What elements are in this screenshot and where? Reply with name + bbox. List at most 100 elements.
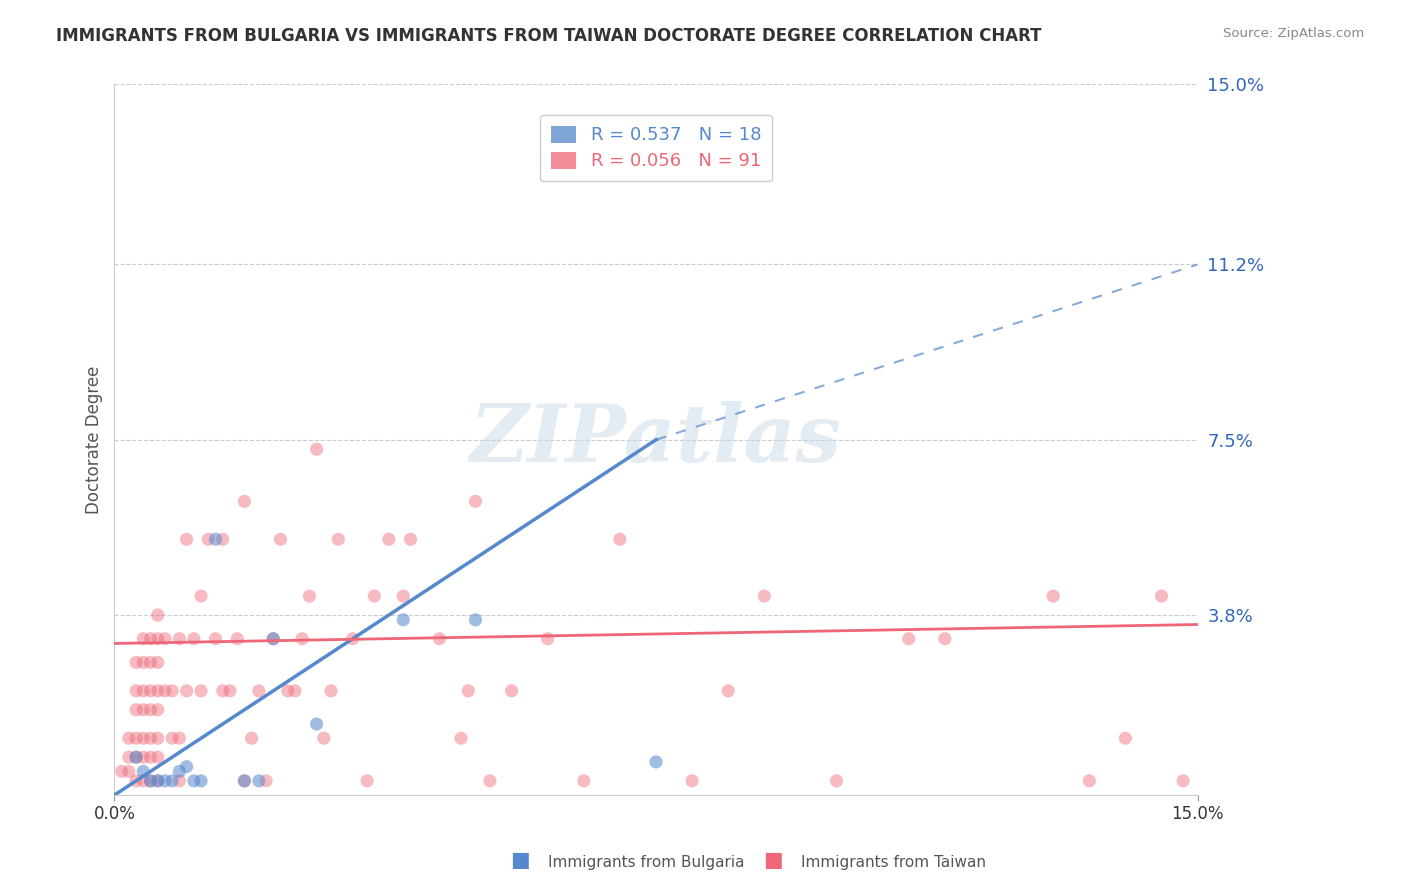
Point	[146, 656, 169, 670]
Point	[1078, 773, 1101, 788]
Point	[197, 533, 219, 547]
Point	[262, 632, 284, 646]
Text: ■: ■	[763, 850, 783, 870]
Point	[190, 683, 212, 698]
Point	[645, 755, 668, 769]
Point	[356, 773, 378, 788]
Point	[146, 773, 169, 788]
Point	[262, 632, 284, 646]
Point	[342, 632, 364, 646]
Point	[146, 703, 169, 717]
Point	[139, 773, 162, 788]
Point	[305, 717, 328, 731]
Point	[291, 632, 314, 646]
Point	[609, 533, 631, 547]
Text: Source: ZipAtlas.com: Source: ZipAtlas.com	[1223, 27, 1364, 40]
Text: ■: ■	[510, 850, 530, 870]
Point	[139, 703, 162, 717]
Point	[132, 656, 155, 670]
Point	[153, 683, 176, 698]
Point	[139, 750, 162, 764]
Point	[204, 632, 226, 646]
Point	[125, 683, 148, 698]
Point	[284, 683, 307, 698]
Point	[125, 731, 148, 746]
Point	[139, 656, 162, 670]
Point	[450, 731, 472, 746]
Point	[270, 533, 292, 547]
Point	[118, 750, 141, 764]
Point	[125, 703, 148, 717]
Point	[305, 442, 328, 457]
Point	[146, 773, 169, 788]
Point	[464, 494, 486, 508]
Point	[146, 632, 169, 646]
Point	[457, 683, 479, 698]
Point	[219, 683, 242, 698]
Point	[169, 764, 191, 779]
Point	[298, 589, 321, 603]
Point	[146, 683, 169, 698]
Point	[139, 773, 162, 788]
Point	[176, 759, 198, 773]
Point	[190, 773, 212, 788]
Text: ZIPatlas: ZIPatlas	[470, 401, 842, 478]
Point	[160, 731, 183, 746]
Point	[118, 764, 141, 779]
Point	[204, 533, 226, 547]
Point	[399, 533, 422, 547]
Point	[240, 731, 263, 746]
Point	[328, 533, 350, 547]
Point	[392, 613, 415, 627]
Point	[160, 773, 183, 788]
Point	[183, 773, 205, 788]
Point	[132, 683, 155, 698]
Point	[478, 773, 501, 788]
Point	[169, 731, 191, 746]
Point	[139, 731, 162, 746]
Point	[247, 683, 270, 698]
Point	[233, 773, 256, 788]
Point	[146, 731, 169, 746]
Point	[681, 773, 703, 788]
Point	[934, 632, 956, 646]
Point	[211, 683, 233, 698]
Point	[1114, 731, 1136, 746]
Point	[464, 613, 486, 627]
Point	[897, 632, 920, 646]
Point	[125, 750, 148, 764]
Point	[153, 632, 176, 646]
Point	[501, 683, 523, 698]
Point	[132, 703, 155, 717]
Point	[254, 773, 277, 788]
Point	[132, 750, 155, 764]
Legend: R = 0.537   N = 18, R = 0.056   N = 91: R = 0.537 N = 18, R = 0.056 N = 91	[540, 115, 772, 181]
Y-axis label: Doctorate Degree: Doctorate Degree	[86, 366, 103, 514]
Point	[125, 773, 148, 788]
Point	[146, 750, 169, 764]
Point	[537, 632, 560, 646]
Point	[132, 632, 155, 646]
Point	[132, 764, 155, 779]
Point	[754, 589, 776, 603]
Point	[153, 773, 176, 788]
Point	[169, 773, 191, 788]
Point	[139, 632, 162, 646]
Point	[247, 773, 270, 788]
Point	[825, 773, 848, 788]
Point	[139, 683, 162, 698]
Point	[717, 683, 740, 698]
Text: IMMIGRANTS FROM BULGARIA VS IMMIGRANTS FROM TAIWAN DOCTORATE DEGREE CORRELATION : IMMIGRANTS FROM BULGARIA VS IMMIGRANTS F…	[56, 27, 1042, 45]
Point	[277, 683, 299, 698]
Point	[125, 750, 148, 764]
Point	[392, 589, 415, 603]
Point	[111, 764, 134, 779]
Point	[176, 683, 198, 698]
Point	[427, 632, 450, 646]
Point	[146, 608, 169, 623]
Point	[233, 773, 256, 788]
Point	[1173, 773, 1195, 788]
Point	[190, 589, 212, 603]
Point	[1042, 589, 1064, 603]
Point	[183, 632, 205, 646]
